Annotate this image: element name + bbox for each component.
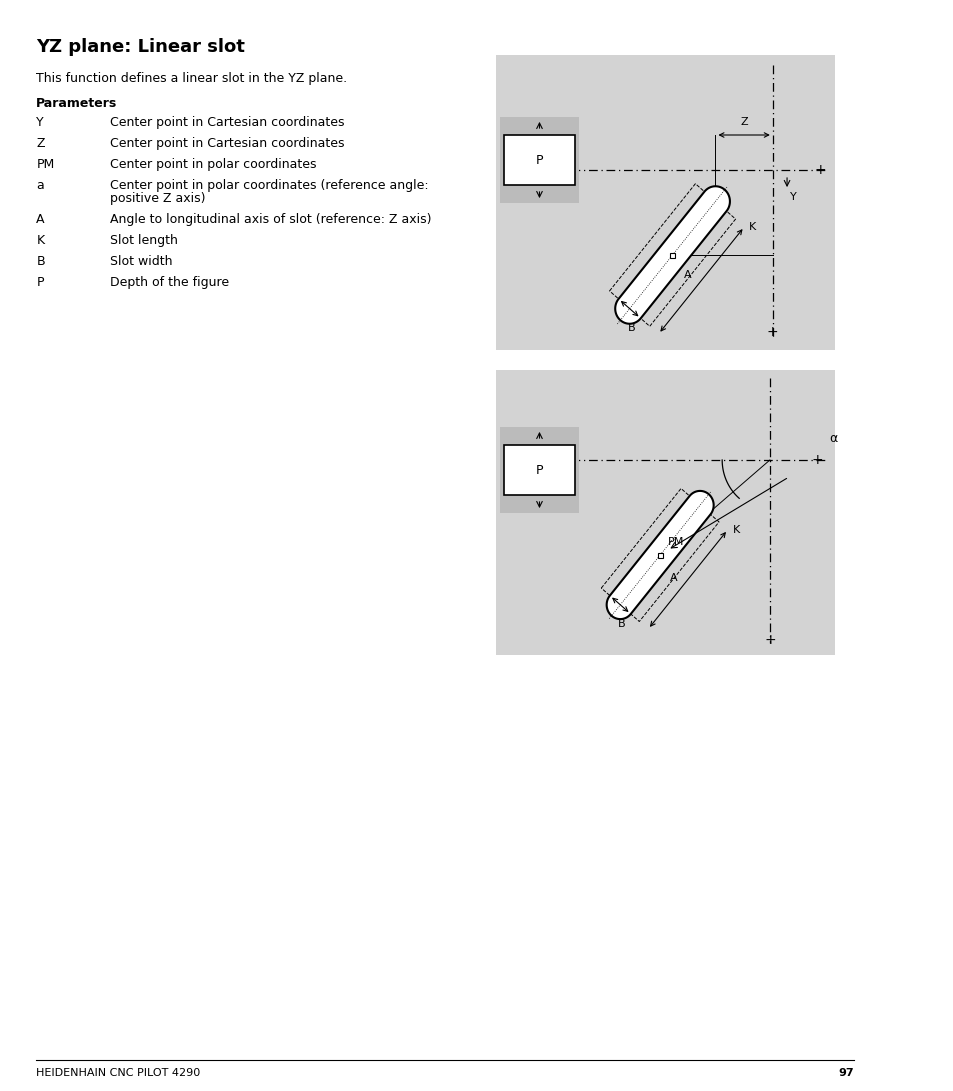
Text: YZ plane: Linear slot: YZ plane: Linear slot xyxy=(36,38,245,56)
Text: +: + xyxy=(811,453,822,467)
Text: K: K xyxy=(748,221,756,231)
Polygon shape xyxy=(615,187,729,324)
Text: B: B xyxy=(618,619,625,630)
Text: +: + xyxy=(763,633,775,647)
Text: A: A xyxy=(669,573,677,583)
Text: HEIDENHAIN CNC PILOT 4290: HEIDENHAIN CNC PILOT 4290 xyxy=(36,1068,200,1078)
Bar xyxy=(499,427,578,513)
Text: Parameters: Parameters xyxy=(36,97,117,110)
Text: Slot width: Slot width xyxy=(110,255,172,268)
Text: +: + xyxy=(766,325,778,339)
Bar xyxy=(658,552,661,558)
Text: Angle to longitudinal axis of slot (reference: Z axis): Angle to longitudinal axis of slot (refe… xyxy=(110,213,431,226)
Text: Center point in polar coordinates: Center point in polar coordinates xyxy=(110,158,315,171)
Text: Slot length: Slot length xyxy=(110,233,177,247)
Text: α: α xyxy=(828,432,837,444)
Text: 1.16 TURN PLUS: YZ Plane Contours: 1.16 TURN PLUS: YZ Plane Contours xyxy=(916,419,928,672)
Text: P: P xyxy=(536,464,542,477)
Text: Center point in polar coordinates (reference angle:: Center point in polar coordinates (refer… xyxy=(110,179,428,192)
Text: B: B xyxy=(36,255,45,268)
Text: Z: Z xyxy=(740,117,747,127)
Bar xyxy=(496,370,834,655)
Bar xyxy=(496,55,834,350)
Text: A: A xyxy=(683,269,691,280)
Bar xyxy=(499,117,578,203)
Polygon shape xyxy=(606,491,713,619)
Bar xyxy=(669,252,674,257)
Bar xyxy=(503,135,575,185)
Text: Center point in Cartesian coordinates: Center point in Cartesian coordinates xyxy=(110,137,344,149)
Text: 97: 97 xyxy=(838,1068,853,1078)
Text: B: B xyxy=(628,323,636,334)
Bar xyxy=(503,445,575,495)
Text: Y: Y xyxy=(36,116,44,129)
Text: a: a xyxy=(36,179,44,192)
Text: Y: Y xyxy=(789,192,796,202)
Text: K: K xyxy=(36,233,45,247)
Text: A: A xyxy=(36,213,45,226)
Text: PM: PM xyxy=(667,537,683,547)
Text: Depth of the figure: Depth of the figure xyxy=(110,276,229,289)
Text: This function defines a linear slot in the YZ plane.: This function defines a linear slot in t… xyxy=(36,72,347,85)
Text: P: P xyxy=(536,154,542,167)
Text: PM: PM xyxy=(36,158,54,171)
Text: Z: Z xyxy=(36,137,45,149)
Text: Center point in Cartesian coordinates: Center point in Cartesian coordinates xyxy=(110,116,344,129)
Text: +: + xyxy=(814,163,825,177)
Text: K: K xyxy=(732,525,739,535)
Text: positive Z axis): positive Z axis) xyxy=(110,192,205,205)
Text: P: P xyxy=(36,276,44,289)
